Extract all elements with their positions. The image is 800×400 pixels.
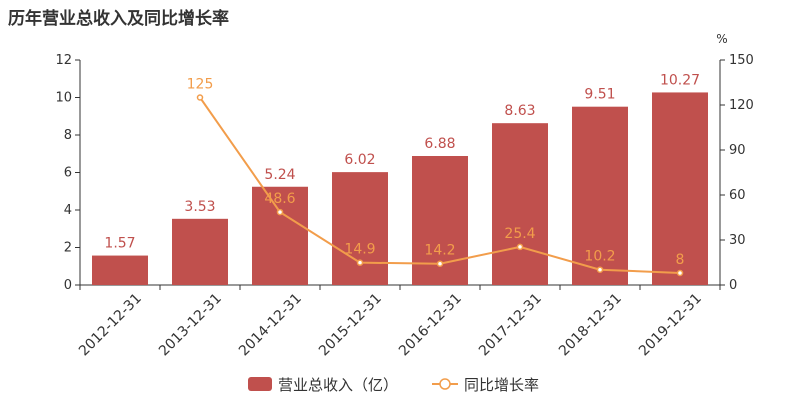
bar xyxy=(172,218,228,285)
bar xyxy=(652,92,708,285)
growth-value-label: 14.9 xyxy=(344,242,375,258)
y-left-tick-label: 4 xyxy=(64,203,72,218)
y-right-unit-label: % xyxy=(716,32,727,46)
bar-value-label: 8.63 xyxy=(504,103,535,119)
y-left-tick-label: 8 xyxy=(64,128,72,143)
x-tick-label: 2014-12-31 xyxy=(236,291,305,360)
bar xyxy=(332,172,388,285)
y-left-tick-label: 12 xyxy=(55,53,72,68)
growth-value-label: 14.2 xyxy=(424,243,455,259)
growth-point xyxy=(676,269,684,277)
growth-value-label: 10.2 xyxy=(584,249,615,265)
bar-value-label: 6.02 xyxy=(344,152,375,168)
bar xyxy=(92,255,148,285)
growth-value-label: 25.4 xyxy=(504,226,535,242)
growth-value-label: 48.6 xyxy=(264,191,295,207)
y-left-tick-label: 0 xyxy=(64,278,72,293)
y-right-tick-label: 120 xyxy=(729,98,754,113)
y-right-tick-label: 30 xyxy=(729,233,746,248)
bar-value-label: 10.27 xyxy=(660,72,700,88)
legend-bar-swatch xyxy=(248,377,272,391)
y-left-tick-label: 6 xyxy=(64,166,72,181)
x-tick-label: 2019-12-31 xyxy=(636,291,705,360)
data-labels: 1.57 3.53 5.24 6.02 6.88 8.63 9.51 10.27 125 48.6… xyxy=(104,72,700,268)
y-right-tick-label: 0 xyxy=(729,278,737,293)
x-tick-label: 2016-12-31 xyxy=(396,291,465,360)
growth-value-label: 125 xyxy=(187,77,214,93)
growth-point xyxy=(436,260,444,267)
bar-value-label: 1.57 xyxy=(104,236,135,252)
growth-point xyxy=(276,208,284,216)
bar-value-label: 9.51 xyxy=(584,87,615,103)
bar-value-label: 5.24 xyxy=(264,167,295,183)
x-tick-label: 2015-12-31 xyxy=(316,291,385,360)
growth-value-label: 8 xyxy=(676,252,685,268)
growth-point xyxy=(196,94,204,101)
legend-bar-label: 营业总收入（亿） xyxy=(278,376,398,394)
growth-point xyxy=(356,259,364,266)
x-tick-label: 2013-12-31 xyxy=(156,291,225,360)
legend[interactable]: 营业总收入（亿） 同比增长率 xyxy=(248,376,539,394)
legend-line-marker xyxy=(439,378,451,390)
y-left-tick-label: 2 xyxy=(64,241,72,256)
y-right-tick-label: 90 xyxy=(729,143,746,158)
bar-value-label: 6.88 xyxy=(424,136,455,152)
line-series xyxy=(196,94,684,277)
bar-value-label: 3.53 xyxy=(184,199,215,215)
growth-point xyxy=(516,243,524,251)
y-right-tick-label: 150 xyxy=(729,53,754,68)
growth-point xyxy=(596,266,604,273)
x-tick-label: 2017-12-31 xyxy=(476,291,545,360)
chart-title: 历年营业总收入及同比增长率 xyxy=(8,9,229,29)
legend-line-label: 同比增长率 xyxy=(464,376,539,394)
y-left-tick-label: 10 xyxy=(55,91,72,106)
y-right-tick-label: 60 xyxy=(729,188,746,203)
bar-series xyxy=(92,92,708,285)
bar xyxy=(572,106,628,285)
x-tick-label: 2018-12-31 xyxy=(556,291,625,360)
bar xyxy=(492,123,548,285)
x-tick-label: 2012-12-31 xyxy=(76,291,145,360)
bar xyxy=(252,186,308,285)
